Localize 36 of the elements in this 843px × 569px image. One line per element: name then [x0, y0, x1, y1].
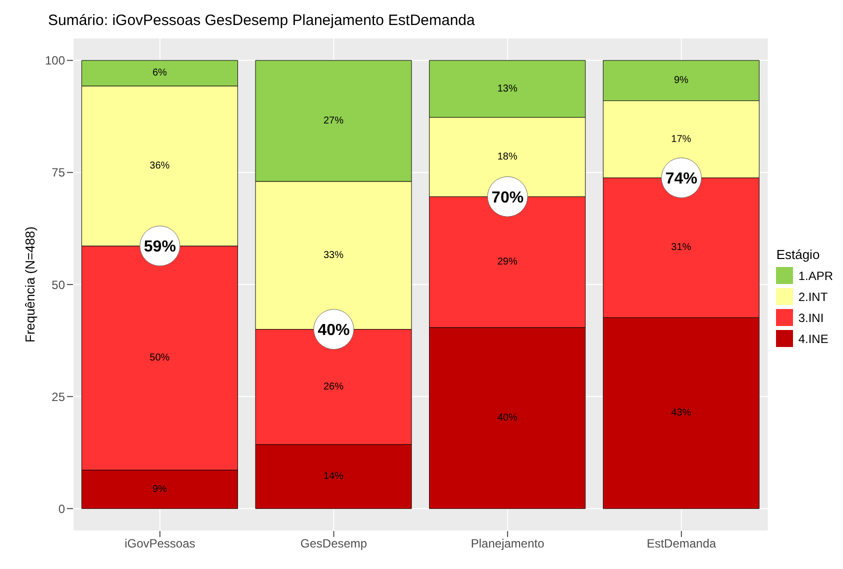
- y-axis-title: Frequência (N=488): [22, 226, 38, 342]
- data-label: 29%: [497, 256, 518, 268]
- data-label: 36%: [150, 160, 170, 172]
- legend-label: 1.APR: [798, 268, 833, 282]
- x-tick-label: Planejamento: [470, 536, 545, 551]
- x-tick-label: iGovPessoas: [124, 536, 196, 551]
- data-label: 6%: [152, 68, 168, 79]
- y-tick-label: 100: [44, 54, 66, 68]
- chart-title: Sumário: iGovPessoas GesDesemp Planejamento EstDemanda: [47, 11, 476, 31]
- text: 3.INI: [798, 310, 824, 324]
- data-label: 13%: [497, 83, 518, 94]
- y-tick-label: 0: [58, 502, 66, 516]
- data-label: 33%: [324, 250, 344, 261]
- y-tick-label: 25: [52, 390, 66, 404]
- legend-title: Estágio: [776, 247, 821, 262]
- legend-label: 2.INT: [798, 290, 828, 304]
- data-label: 14%: [324, 471, 344, 482]
- x-tick-label: GesDesemp: [300, 536, 368, 551]
- annotation: 40%: [318, 322, 350, 339]
- data-label: 27%: [324, 115, 344, 126]
- data-label: 50%: [150, 352, 170, 364]
- annotation: 70%: [492, 189, 524, 206]
- data-label: 40%: [497, 412, 518, 424]
- data-label: 43%: [671, 408, 692, 419]
- y-tick-label: 50: [52, 278, 66, 292]
- data-label: 17%: [671, 134, 692, 145]
- annotation: 59%: [144, 238, 176, 256]
- y-tick-label: 75: [52, 166, 66, 180]
- data-label: 9%: [152, 484, 168, 495]
- annotation: 74%: [665, 170, 698, 188]
- data-label: 31%: [671, 242, 692, 254]
- x-tick-label: EstDemanda: [646, 536, 716, 551]
- legend-label: 4.INE: [798, 332, 828, 346]
- data-label: 18%: [497, 151, 518, 162]
- data-label: 9%: [674, 75, 689, 86]
- data-label: 26%: [324, 381, 344, 392]
